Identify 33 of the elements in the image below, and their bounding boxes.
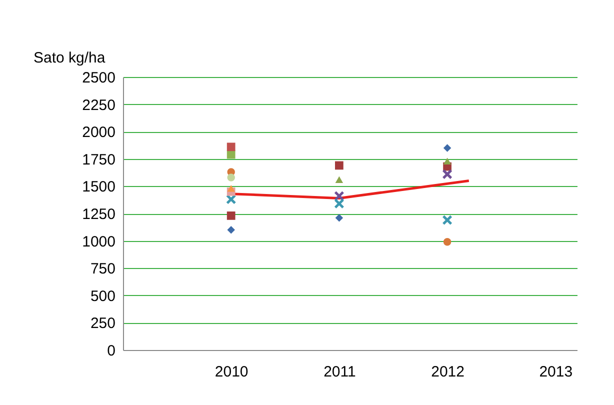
point <box>443 158 452 164</box>
y-tick-label: 1000 <box>82 233 116 250</box>
y-tick-label: 250 <box>90 315 116 332</box>
x-tick-label: 2013 <box>539 364 573 380</box>
point <box>442 169 452 180</box>
point <box>226 142 236 152</box>
x-tick-label: 2011 <box>324 364 356 380</box>
point <box>334 198 344 209</box>
point <box>227 174 235 182</box>
x-tick-label: 2012 <box>431 364 464 380</box>
y-tick-label: 750 <box>90 260 116 278</box>
point <box>226 194 236 204</box>
y-tick-label: 2000 <box>82 124 116 142</box>
y-axis-title: Sato kg/ha <box>34 50 106 66</box>
y-tick-label: 1250 <box>82 206 116 223</box>
point <box>227 185 235 192</box>
point <box>226 150 236 159</box>
point <box>442 214 452 226</box>
point <box>335 214 344 222</box>
y-tick-label: 500 <box>90 288 116 305</box>
point <box>335 176 344 183</box>
point <box>443 238 452 246</box>
x-tick-label: 2010 <box>214 364 248 380</box>
y-tick-label: 1750 <box>82 151 116 168</box>
y-tick-label: 0 <box>107 342 116 360</box>
y-tick-label: 2250 <box>82 96 116 114</box>
y-tick-label: 2500 <box>82 70 116 86</box>
point <box>227 226 235 234</box>
point <box>443 144 452 152</box>
point <box>335 161 344 170</box>
y-tick-label: 1500 <box>82 178 116 196</box>
point <box>334 190 344 202</box>
point <box>226 212 236 220</box>
